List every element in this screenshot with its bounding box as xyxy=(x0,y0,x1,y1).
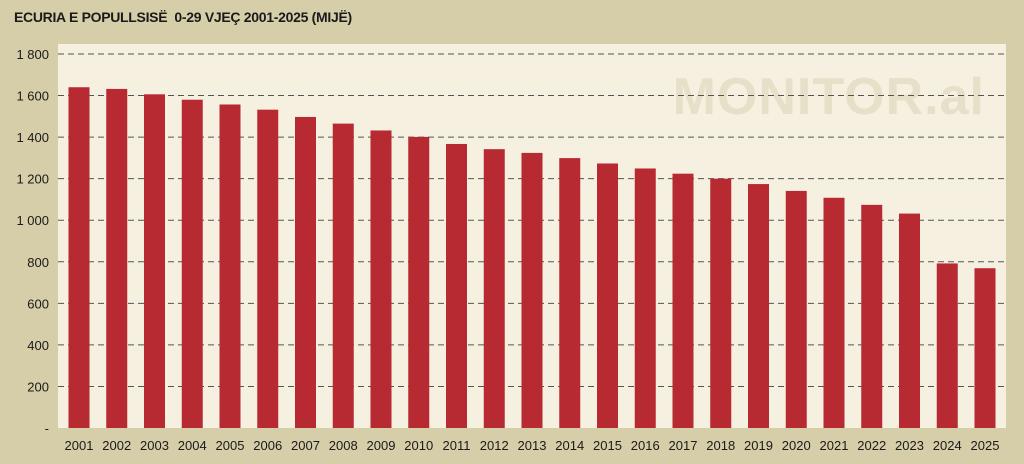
bar-2009 xyxy=(370,130,392,428)
bar-2025 xyxy=(974,268,996,428)
bar-2013 xyxy=(521,152,543,428)
x-tick-label: 2025 xyxy=(971,438,1000,453)
x-tick-label: 2005 xyxy=(216,438,245,453)
x-tick-label: 2016 xyxy=(631,438,660,453)
x-tick-label: 2009 xyxy=(367,438,396,453)
bar-2018 xyxy=(710,178,732,428)
y-tick-label: 600 xyxy=(27,296,49,311)
bar-2001 xyxy=(68,87,90,428)
x-tick-label: 2014 xyxy=(555,438,584,453)
bar-2021 xyxy=(823,197,845,428)
bar-2006 xyxy=(257,109,279,428)
bar-2022 xyxy=(861,204,883,428)
x-tick-label: 2004 xyxy=(178,438,207,453)
bar-2023 xyxy=(899,213,920,428)
x-tick-label: 2006 xyxy=(253,438,282,453)
x-tick-label: 2001 xyxy=(65,438,94,453)
y-tick-label: 1 600 xyxy=(16,89,49,104)
watermark-text: MONITOR.al xyxy=(673,68,985,126)
y-tick-label: - xyxy=(45,421,49,436)
x-tick-label: 2018 xyxy=(706,438,735,453)
x-tick-label: 2024 xyxy=(933,438,962,453)
x-axis: 2001 2002 2003 2004 2005 2006 2007 2008 2009 2010… xyxy=(65,438,1000,453)
bar-2010 xyxy=(408,136,430,429)
bars xyxy=(68,87,996,429)
bar-2019 xyxy=(748,184,769,428)
bar-2008 xyxy=(332,123,354,428)
y-tick-label: 1 400 xyxy=(16,130,49,145)
bar-2005 xyxy=(219,104,241,429)
bar-2014 xyxy=(559,158,581,428)
x-tick-label: 2021 xyxy=(820,438,849,453)
bar-2015 xyxy=(597,163,618,428)
bar-2020 xyxy=(785,190,807,428)
x-tick-label: 2015 xyxy=(593,438,622,453)
x-tick-label: 2008 xyxy=(329,438,358,453)
x-tick-label: 2002 xyxy=(102,438,131,453)
bar-2017 xyxy=(672,173,694,428)
x-tick-label: 2020 xyxy=(782,438,811,453)
bar-2003 xyxy=(144,94,165,428)
x-tick-label: 2012 xyxy=(480,438,509,453)
y-axis: - 200 400 600 800 1 000 1 200 1 400 1 600 1 800 xyxy=(16,47,49,436)
y-tick-label: 1 000 xyxy=(16,213,49,228)
x-tick-label: 2013 xyxy=(518,438,547,453)
x-tick-label: 2023 xyxy=(895,438,924,453)
bar-2016 xyxy=(634,168,656,429)
bar-2002 xyxy=(106,88,128,428)
chart-title: ECURIA E POPULLSISË 0-29 VJEÇ 2001-2025 … xyxy=(14,9,352,25)
y-tick-label: 1 800 xyxy=(16,47,49,62)
bar-2012 xyxy=(483,149,505,428)
x-tick-label: 2010 xyxy=(404,438,433,453)
x-tick-label: 2017 xyxy=(669,438,698,453)
x-tick-label: 2019 xyxy=(744,438,773,453)
y-tick-label: 200 xyxy=(27,379,49,394)
y-tick-label: 1 200 xyxy=(16,172,49,187)
y-tick-label: 400 xyxy=(27,338,49,353)
y-tick-label: 800 xyxy=(27,255,49,270)
bar-2004 xyxy=(181,99,203,428)
x-tick-label: 2007 xyxy=(291,438,320,453)
x-tick-label: 2003 xyxy=(140,438,169,453)
x-tick-label: 2011 xyxy=(443,438,471,453)
x-tick-label: 2022 xyxy=(857,438,886,453)
bar-2007 xyxy=(295,116,316,428)
bar-2011 xyxy=(446,143,467,428)
bar-2024 xyxy=(936,263,958,428)
